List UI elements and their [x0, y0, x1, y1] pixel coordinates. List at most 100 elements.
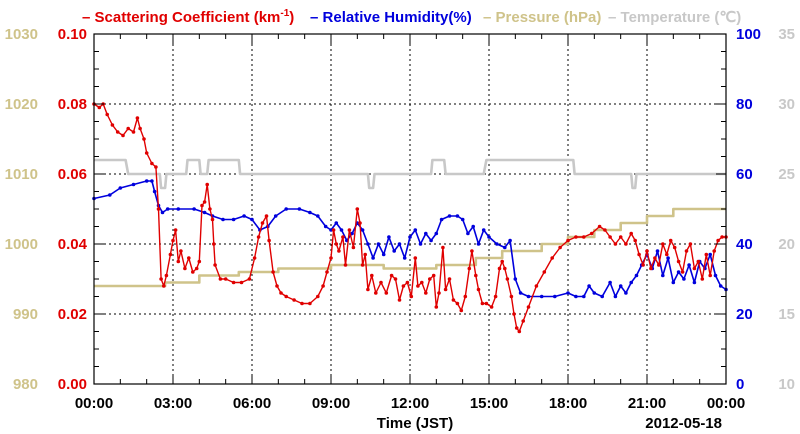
scattering-data-point	[370, 273, 374, 278]
pressure-tick-label: 1010	[5, 166, 38, 183]
scattering-data-point	[684, 249, 689, 253]
scattering-data-point	[142, 137, 146, 141]
scattering-data-point	[661, 242, 665, 246]
scattering-data-point	[173, 228, 178, 232]
scattering-data-point	[144, 151, 149, 155]
scattering-data-point	[480, 301, 485, 306]
humidity-data-point	[676, 270, 681, 274]
humidity-data-point	[600, 294, 604, 299]
humidity-data-point	[553, 294, 557, 299]
scattering-data-point	[179, 249, 183, 253]
scattering-data-point	[260, 221, 265, 225]
humidity-data-point	[397, 242, 402, 246]
scattering-data-point	[657, 263, 661, 267]
scattering-tick-label: 0.02	[58, 306, 87, 323]
humidity-data-point	[329, 228, 333, 232]
scattering-data-point	[505, 277, 510, 281]
scattering-data-point	[712, 249, 716, 253]
scattering-data-point	[629, 231, 633, 236]
scattering-data-point	[202, 200, 207, 204]
scattering-data-point	[397, 298, 402, 302]
scattering-data-point	[150, 161, 154, 166]
scattering-data-point	[688, 242, 693, 246]
humidity-data-point	[508, 238, 512, 243]
scattering-data-point	[451, 298, 456, 302]
scattering-data-point	[645, 249, 649, 253]
scattering-data-point	[358, 221, 362, 225]
humidity-data-point	[413, 228, 418, 232]
humidity-data-point	[460, 217, 465, 222]
scattering-data-point	[308, 301, 312, 306]
scattering-data-point	[459, 308, 464, 313]
scattering-data-point	[428, 277, 432, 281]
legend-temperature-prefix: –	[608, 9, 621, 26]
temperature-tick-label: 30	[778, 96, 795, 113]
scattering-data-point	[413, 256, 418, 260]
scattering-data-point	[416, 284, 420, 288]
scattering-data-point	[708, 273, 712, 278]
scattering-data-point	[716, 238, 720, 243]
legend: – Scattering Coefficient (km-1) – Relati…	[82, 8, 741, 26]
tick-labels: 00:00 03:00 06:00 09:00 12:00 15:00 18:00 21:00…	[5, 26, 795, 412]
scattering-data-point	[597, 224, 602, 229]
legend-pressure-prefix: –	[483, 9, 496, 26]
humidity-data-point	[131, 182, 136, 187]
x-tick-label: 03:00	[154, 395, 192, 412]
humidity-data-point	[284, 207, 289, 211]
humidity-data-point	[381, 252, 386, 257]
pressure-tick-label: 990	[13, 306, 38, 323]
scattering-data-point	[355, 207, 360, 211]
scattering-data-point	[692, 266, 697, 271]
humidity-tick-label: 80	[736, 96, 753, 113]
humidity-data-point	[424, 231, 428, 236]
scattering-data-point	[447, 277, 452, 281]
humidity-data-point	[202, 210, 207, 215]
humidity-data-point	[629, 280, 633, 285]
scattering-data-point	[441, 245, 445, 250]
scattering-data-point	[115, 130, 120, 134]
legend-pressure-label: Pressure (hPa)	[496, 9, 602, 26]
humidity-data-point	[402, 256, 407, 260]
legend-temperature-label: Temperature (℃)	[621, 9, 742, 26]
humidity-data-point	[316, 214, 320, 218]
humidity-data-point	[539, 294, 544, 299]
humidity-data-point	[165, 207, 170, 211]
humidity-data-point	[503, 245, 507, 250]
scattering-data-point	[135, 116, 140, 120]
legend-humidity-label: Relative Humidity(%)	[323, 9, 472, 26]
x-tick-label: 21:00	[628, 395, 666, 412]
humidity-data-point	[108, 193, 112, 197]
humidity-data-point	[250, 217, 254, 222]
scattering-data-point	[668, 238, 673, 243]
humidity-data-point	[574, 294, 578, 299]
scattering-data-point	[325, 270, 329, 274]
scattering-data-point	[126, 126, 130, 131]
scattering-tick-label: 0.04	[58, 236, 88, 253]
scattering-data-point	[608, 235, 612, 239]
temperature-tick-label: 15	[778, 306, 795, 323]
pressure-series-line	[94, 207, 726, 288]
scattering-data-point	[105, 112, 109, 117]
scattering-data-point	[110, 123, 115, 127]
humidity-data-point	[323, 224, 328, 229]
scattering-data-point	[405, 280, 410, 285]
scattering-data-point	[271, 270, 275, 274]
scattering-data-point	[534, 284, 539, 288]
scattering-data-point	[618, 235, 623, 239]
scattering-data-point	[641, 263, 645, 267]
pressure-tick-label: 1000	[5, 236, 38, 253]
legend-scattering-label: Scattering Coefficient (km	[95, 9, 281, 26]
humidity-data-point	[513, 277, 518, 281]
x-tick-label: 12:00	[391, 395, 429, 412]
humidity-tick-label: 0	[736, 376, 744, 393]
scattering-data-point	[514, 326, 519, 330]
scattering-data-point	[138, 126, 142, 131]
scattering-data-point	[208, 207, 212, 211]
scattering-data-point	[512, 312, 516, 316]
scattering-data-point	[97, 105, 102, 110]
scattering-data-point	[121, 133, 125, 138]
scattering-data-point	[267, 238, 271, 243]
scattering-data-point	[164, 273, 169, 278]
grid	[94, 34, 726, 384]
scattering-data-point	[292, 298, 296, 302]
